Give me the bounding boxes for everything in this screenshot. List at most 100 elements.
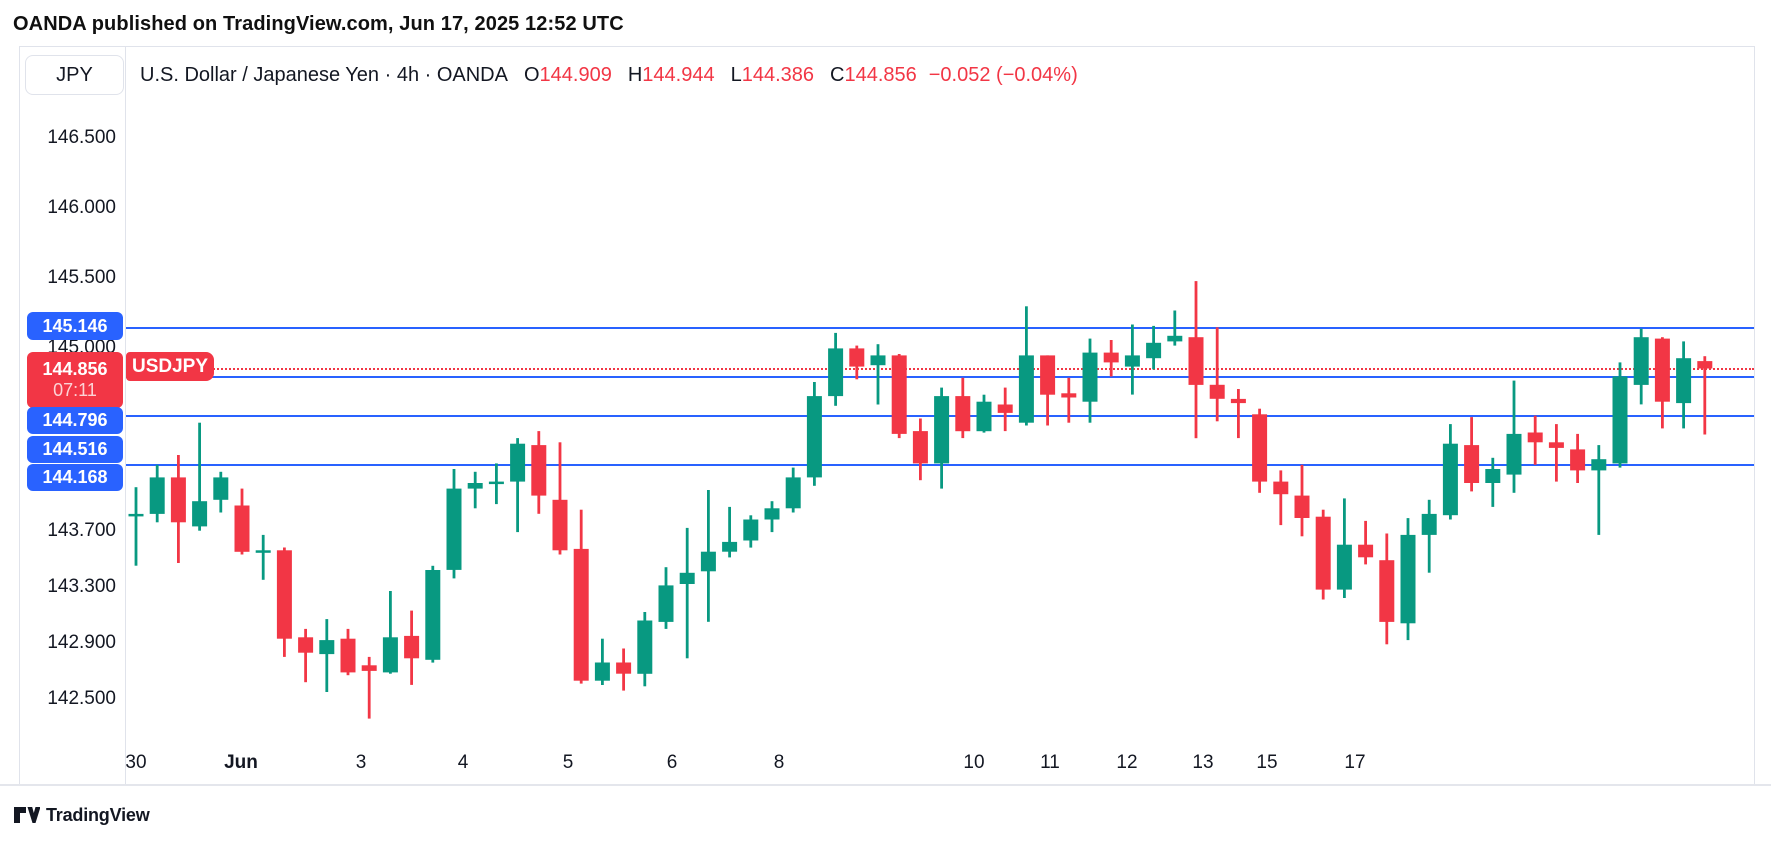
candle — [149, 464, 165, 523]
time-axis-label: 4 — [457, 752, 469, 773]
candle — [192, 422, 208, 531]
ohlc-item-h: H144.944 — [627, 64, 715, 86]
candle — [1548, 424, 1564, 482]
candle — [1400, 518, 1416, 641]
candle — [488, 463, 504, 505]
candle — [785, 467, 801, 513]
candle — [510, 438, 526, 533]
candle — [1464, 417, 1480, 492]
ohlc-values: O144.909 H144.944 L144.386 C144.856 — [508, 64, 917, 86]
candle — [637, 612, 653, 687]
symbol-price-line-tag: USDJPY — [126, 352, 214, 381]
candle — [319, 619, 335, 692]
candle — [1061, 377, 1077, 423]
time-axis-label: 6 — [666, 752, 678, 773]
candle — [1485, 457, 1501, 507]
candle — [573, 509, 589, 684]
candle — [700, 490, 716, 622]
candle — [234, 488, 250, 555]
alert-price-badge: 144.796 — [27, 407, 123, 434]
candle — [658, 567, 674, 629]
candle — [976, 394, 992, 433]
candle — [1082, 338, 1098, 423]
alert-price-badge: 144.168 — [27, 464, 123, 491]
chart-frame-right-border — [1754, 46, 1755, 785]
candle — [1676, 341, 1692, 429]
symbol-logo-label: JPY — [56, 63, 93, 86]
candle — [679, 527, 695, 659]
time-axis-label: 5 — [562, 752, 574, 773]
candle — [255, 534, 271, 580]
price-axis-label: 143.300 — [47, 575, 116, 597]
candle — [425, 565, 441, 663]
candle — [891, 354, 907, 439]
last-price-line — [126, 367, 1754, 370]
candle — [213, 471, 229, 513]
time-axis-label: 30 — [125, 752, 147, 773]
candle — [1230, 389, 1246, 439]
candle — [1570, 433, 1586, 483]
tradingview-logo-icon — [14, 807, 40, 823]
candle — [828, 332, 844, 406]
candle — [1612, 362, 1628, 468]
candle — [594, 638, 610, 685]
chart-frame-left-border — [19, 46, 20, 785]
price-axis-label: 142.900 — [47, 631, 116, 653]
last-price-badge: 144.856 07:11 — [27, 352, 123, 408]
candle — [1697, 356, 1713, 435]
candle — [1273, 470, 1289, 526]
candle — [340, 628, 356, 676]
candle — [870, 344, 886, 405]
alert-line — [126, 326, 1754, 329]
last-price-value: 144.856 — [42, 358, 108, 379]
candle — [1167, 310, 1183, 346]
time-axis-label: 3 — [355, 752, 367, 773]
candle — [1188, 281, 1204, 439]
price-axis-label: 146.000 — [47, 197, 116, 219]
candle — [552, 442, 568, 555]
candle — [849, 345, 865, 380]
candle — [1294, 464, 1310, 537]
candle — [1654, 337, 1670, 429]
candle — [764, 501, 780, 533]
candle — [276, 547, 292, 657]
candle — [806, 382, 822, 486]
bar-countdown: 07:11 — [53, 379, 97, 400]
candle — [1146, 325, 1162, 370]
candle — [934, 387, 950, 489]
candle — [997, 387, 1013, 432]
alert-price-badge: 145.146 — [27, 312, 123, 340]
candle — [361, 656, 377, 719]
time-axis-label: 8 — [773, 752, 785, 773]
time-axis-label: Jun — [224, 752, 258, 773]
candle — [128, 487, 144, 566]
price-change: −0.052 (−0.04%) — [928, 64, 1078, 86]
time-axis-label: 12 — [1116, 752, 1138, 773]
candle — [743, 515, 759, 548]
candle — [170, 455, 186, 563]
price-axis-label: 146.500 — [47, 127, 116, 148]
price-scale-border — [125, 46, 126, 785]
price-axis-label: 145.500 — [47, 267, 116, 289]
alert-line — [126, 464, 1754, 467]
candle — [1252, 408, 1268, 493]
candle — [404, 610, 420, 685]
chart-frame-bottom-border — [0, 784, 1771, 786]
candle — [531, 431, 547, 514]
candle — [446, 469, 462, 579]
time-axis-label: 11 — [1040, 752, 1060, 773]
tradingview-wordmark: TradingView — [46, 804, 150, 825]
candle — [467, 471, 483, 509]
ohlc-item-o: O144.909 — [523, 64, 612, 86]
time-axis-label: 13 — [1192, 752, 1214, 773]
candle — [1527, 415, 1543, 465]
time-axis-label: 10 — [963, 752, 985, 773]
candle — [1315, 509, 1331, 600]
candle — [1336, 498, 1352, 598]
candle — [1358, 520, 1374, 565]
candle — [1421, 499, 1437, 573]
published-header: OANDA published on TradingView.com, Jun … — [13, 13, 624, 35]
candle — [1018, 306, 1034, 426]
tradingview-logo[interactable]: TradingView — [13, 804, 150, 826]
